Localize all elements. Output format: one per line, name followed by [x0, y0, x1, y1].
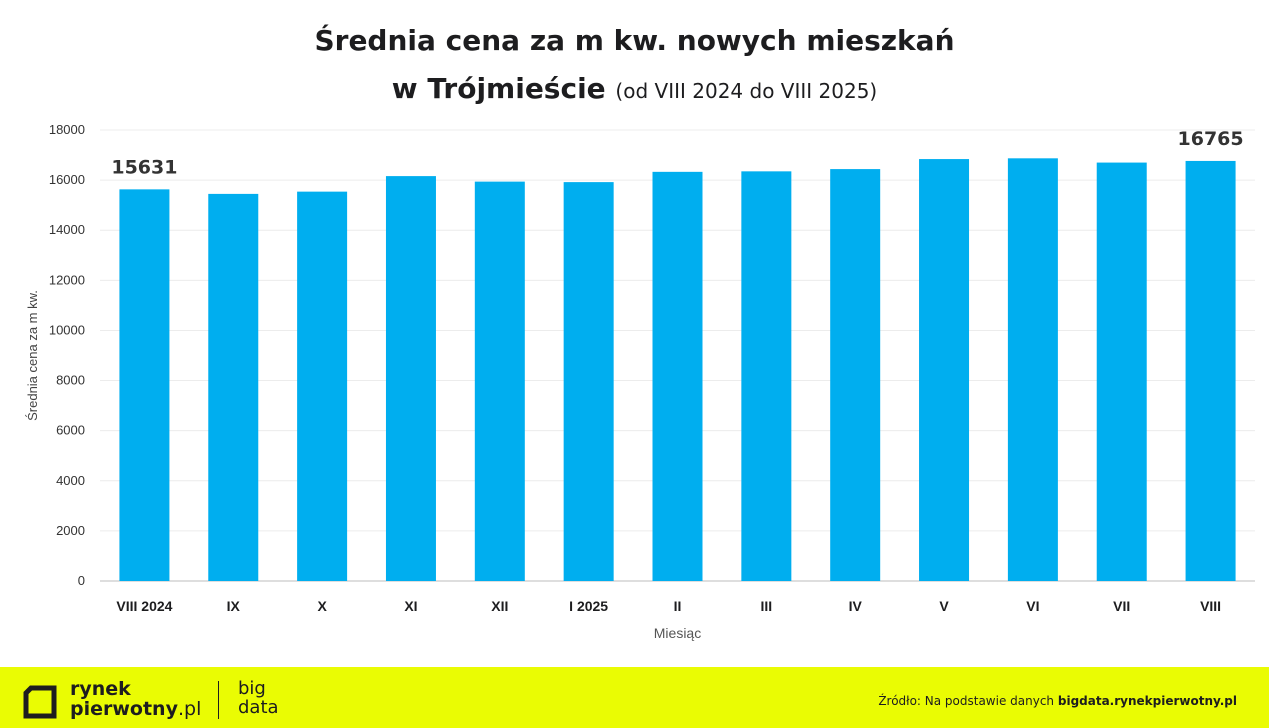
bar — [1007, 158, 1058, 581]
y-axis-label: Średnia cena za m kw. — [25, 290, 40, 421]
x-tick-label: I 2025 — [569, 598, 608, 614]
x-tick-label: XII — [491, 598, 508, 614]
brand-line1: rynek — [70, 678, 131, 700]
bar — [474, 181, 525, 581]
bar — [208, 193, 259, 581]
x-tick-label: VIII — [1200, 598, 1221, 614]
data-label: 16765 — [1178, 128, 1244, 150]
x-tick-label: V — [939, 598, 949, 614]
y-tick-label: 6000 — [56, 423, 85, 438]
chart-title: Średnia cena za m kw. nowych mieszkań — [314, 24, 955, 57]
x-tick-label: VI — [1026, 598, 1039, 614]
data-label: 15631 — [111, 156, 177, 178]
footer-bar: rynek pierwotny.pl big data Źródło: Na p… — [0, 667, 1269, 728]
chart-title-city: w Trójmieście — [391, 72, 606, 105]
bigdata-line1: big — [238, 678, 266, 699]
x-tick-label: II — [674, 598, 682, 614]
bar — [830, 169, 881, 581]
bar — [1185, 160, 1236, 581]
y-tick-label: 10000 — [49, 322, 85, 337]
bar — [741, 171, 792, 581]
x-tick-label: IX — [227, 598, 241, 614]
chart-title-line2: w Trójmieście (od VIII 2024 do VIII 2025… — [0, 72, 1269, 105]
y-tick-label: 16000 — [49, 172, 85, 187]
logo-divider — [218, 681, 219, 719]
bar — [919, 159, 970, 581]
bar — [385, 176, 436, 581]
y-tick-label: 12000 — [49, 272, 85, 287]
source-note: Źródło: Na podstawie danych bigdata.ryne… — [878, 694, 1237, 708]
x-tick-label: III — [761, 598, 773, 614]
x-tick-label: XI — [404, 598, 417, 614]
bar — [652, 171, 703, 581]
x-tick-label: IV — [849, 598, 863, 614]
bar — [119, 189, 170, 581]
rynekpierwotny-logo-icon — [23, 685, 57, 719]
y-tick-label: 2000 — [56, 523, 85, 538]
x-axis-label: Miesiąc — [654, 625, 701, 641]
bar-chart: 0 2000 4000 6000 8000 10000 12000 14000 16000 180… — [25, 122, 1255, 641]
source-prefix: Źródło: Na podstawie danych — [878, 694, 1055, 708]
y-tick-label: 14000 — [49, 222, 85, 237]
y-tick-label: 8000 — [56, 373, 85, 388]
x-tick-label: VIII 2024 — [116, 598, 172, 614]
bigdata-line2: data — [238, 697, 279, 718]
x-tick-label: X — [317, 598, 327, 614]
x-tick-label: VII — [1113, 598, 1130, 614]
brand-logo-text: rynek pierwotny.pl — [70, 679, 201, 719]
chart-subtitle: (od VIII 2024 do VIII 2025) — [615, 79, 878, 103]
bar — [563, 182, 614, 582]
y-tick-label: 18000 — [49, 122, 85, 137]
source-link[interactable]: bigdata.rynekpierwotny.pl — [1057, 694, 1237, 708]
y-tick-label: 4000 — [56, 473, 85, 488]
brand-line2: pierwotny — [70, 698, 178, 720]
bar — [1096, 162, 1147, 582]
y-tick-label: 0 — [78, 573, 85, 588]
brand-suffix: .pl — [177, 698, 202, 720]
bigdata-logo-text: big data — [238, 679, 279, 717]
bar — [297, 191, 348, 581]
